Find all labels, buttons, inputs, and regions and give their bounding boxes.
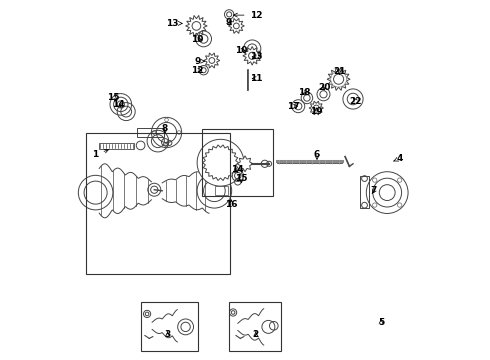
Text: 9: 9	[225, 18, 232, 27]
Text: 15: 15	[107, 93, 120, 102]
Bar	[202, 129, 273, 196]
Text: 8: 8	[162, 124, 168, 133]
Polygon shape	[202, 145, 239, 180]
Text: 13: 13	[249, 52, 262, 61]
Text: 21: 21	[333, 67, 345, 76]
Text: 3: 3	[165, 330, 171, 339]
Text: 10: 10	[235, 46, 247, 55]
Bar	[99, 143, 134, 149]
Polygon shape	[327, 68, 350, 90]
Text: 6: 6	[314, 150, 320, 159]
Text: 9: 9	[195, 57, 204, 66]
Polygon shape	[197, 139, 244, 186]
Text: 14: 14	[112, 100, 124, 109]
Text: 16: 16	[225, 200, 238, 209]
Text: 20: 20	[318, 83, 330, 91]
Text: 12: 12	[191, 66, 204, 75]
Text: 18: 18	[298, 88, 311, 97]
Text: 7: 7	[371, 186, 377, 195]
Text: 4: 4	[394, 154, 403, 163]
Bar	[360, 176, 369, 208]
Text: 2: 2	[253, 330, 259, 339]
Text: 13: 13	[166, 19, 182, 28]
Bar	[216, 186, 228, 195]
Bar	[86, 133, 230, 274]
Bar	[141, 302, 198, 351]
Text: 17: 17	[287, 102, 300, 111]
Polygon shape	[204, 53, 220, 68]
Text: 15: 15	[235, 174, 247, 183]
Text: 10: 10	[191, 35, 204, 44]
Polygon shape	[243, 46, 262, 65]
Polygon shape	[228, 18, 245, 33]
Text: 12: 12	[234, 10, 262, 19]
Bar	[229, 302, 281, 351]
Text: 11: 11	[249, 74, 262, 83]
Polygon shape	[309, 101, 323, 115]
Text: 1: 1	[93, 149, 108, 159]
Bar	[137, 128, 164, 137]
Text: 14: 14	[231, 165, 244, 174]
Text: 22: 22	[350, 97, 362, 106]
Text: 5: 5	[378, 318, 384, 327]
Polygon shape	[237, 156, 253, 172]
Text: 19: 19	[310, 107, 322, 116]
Polygon shape	[186, 15, 207, 36]
